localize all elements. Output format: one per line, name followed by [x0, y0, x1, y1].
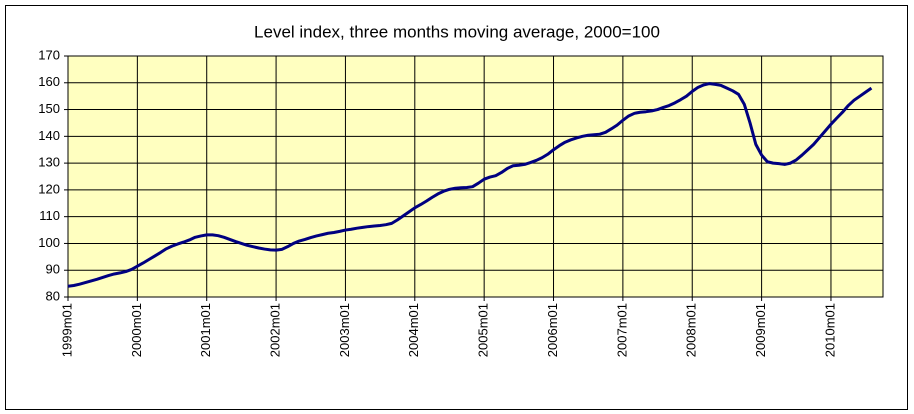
plot-border — [67, 55, 884, 298]
x-tick-label: 2009m01 — [753, 303, 768, 357]
x-tick-label: 2006m01 — [545, 303, 560, 357]
y-tick-label: 170 — [38, 47, 60, 62]
x-tick-label: 1999m01 — [59, 303, 74, 357]
y-tick-label: 80 — [46, 288, 60, 303]
x-tick-label: 2004m01 — [406, 303, 421, 357]
x-tick-label: 2007m01 — [614, 303, 629, 357]
y-tick-label: 100 — [38, 235, 60, 250]
y-tick-label: 110 — [39, 208, 60, 223]
x-tick-label: 2005m01 — [476, 303, 491, 357]
y-tick-label: 140 — [38, 128, 60, 143]
y-tick-label: 160 — [38, 74, 60, 89]
x-tick-label: 2010m01 — [822, 303, 837, 357]
y-tick-label: 90 — [46, 262, 60, 277]
y-tick-label: 150 — [38, 101, 60, 116]
x-tick-label: 2000m01 — [129, 303, 144, 357]
x-tick-label: 2003m01 — [337, 303, 352, 357]
x-tick-label: 2008m01 — [684, 303, 699, 357]
y-tick-label: 120 — [38, 181, 60, 196]
chart-title: Level index, three months moving average… — [254, 22, 660, 41]
x-tick-label: 2001m01 — [198, 303, 213, 357]
data-line — [67, 82, 873, 288]
x-tick-label: 2002m01 — [268, 303, 283, 357]
y-tick-label: 130 — [38, 155, 60, 170]
plot-area — [68, 56, 883, 297]
